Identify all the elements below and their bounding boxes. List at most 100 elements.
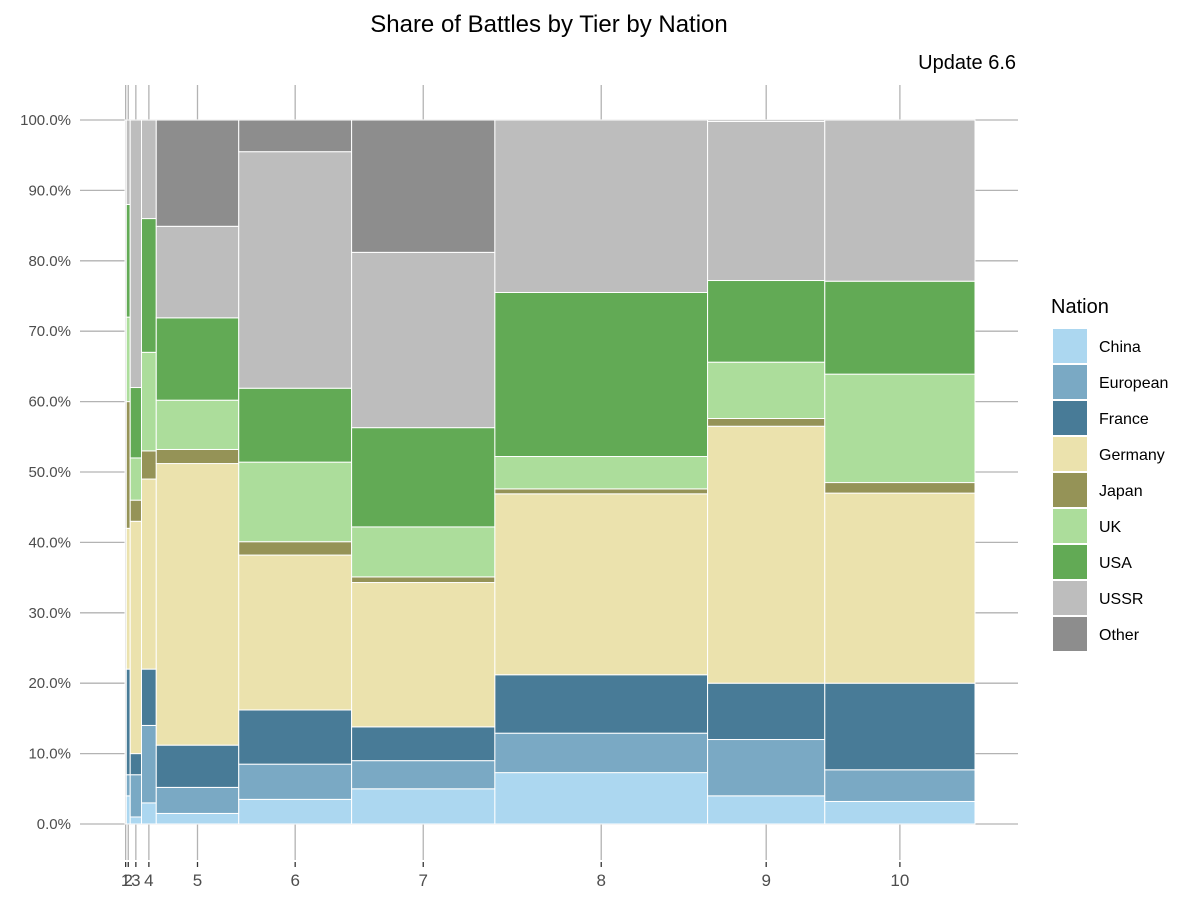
bar-segment-tier-7-european <box>351 760 496 790</box>
chart-title: Share of Battles by Tier by Nation <box>370 11 728 38</box>
bar-segment-tier-2-china <box>125 795 131 825</box>
bar-segment-tier-10-japan <box>824 482 976 494</box>
bar-segment-tier-7-china <box>351 788 496 825</box>
bar-segment-tier-5-uk <box>155 399 240 450</box>
bar-segment-tier-8-france <box>494 674 709 734</box>
legend-label-uk: UK <box>1099 519 1122 536</box>
bar-segment-tier-4-uk <box>140 351 157 452</box>
legend-swatch-usa <box>1053 545 1087 579</box>
legend-label-european: European <box>1099 375 1168 392</box>
bar-segment-tier-3-uk <box>129 457 142 501</box>
y-axis: 0.0% 10.0% 20.0% 30.0% 40.0% 50.0% 60.0% 70.0% 8… <box>20 112 71 833</box>
bar-segment-tier-10-ussr <box>824 119 976 282</box>
bar-segment-tier-3-germany <box>129 520 142 755</box>
y-tick-label: 40.0% <box>28 534 71 551</box>
legend-swatch-china <box>1053 329 1087 363</box>
x-tick-label-8: 8 <box>596 871 605 890</box>
legend-label-other: Other <box>1099 627 1140 644</box>
y-tick-label: 70.0% <box>28 323 71 340</box>
y-tick-label: 90.0% <box>28 182 71 199</box>
bar-segment-tier-6-uk <box>238 461 353 543</box>
bar-segment-tier-2-japan <box>125 401 131 529</box>
bar-segment-tier-4-usa <box>140 218 157 353</box>
legend-swatch-france <box>1053 401 1087 435</box>
bar-segment-tier-3-china <box>129 816 142 825</box>
bar-segment-tier-7-france <box>351 726 496 762</box>
bars <box>124 119 976 825</box>
bar-segment-tier-10-germany <box>824 492 976 684</box>
bar-segment-tier-9-ussr <box>707 120 826 282</box>
legend: Nation China European France Germany Japan UK… <box>1051 296 1168 651</box>
bar-segment-tier-2-ussr <box>125 119 131 205</box>
bar-segment-tier-5-japan <box>155 448 240 465</box>
bar-segment-tier-8-european <box>494 732 709 774</box>
bar-segment-tier-4-japan <box>140 450 157 480</box>
bar-segment-tier-9-european <box>707 739 826 797</box>
legend-label-germany: Germany <box>1099 447 1165 464</box>
y-tick-label: 50.0% <box>28 464 71 481</box>
bar-segment-tier-2-uk <box>125 316 131 403</box>
bar-segment-tier-6-japan <box>238 541 353 556</box>
bar-segment-tier-9-france <box>707 682 826 741</box>
bar-segment-tier-3-japan <box>129 499 142 522</box>
bar-segment-tier-7-germany <box>351 582 496 728</box>
legend-swatch-germany <box>1053 437 1087 471</box>
bar-segment-tier-5-ussr <box>155 225 240 319</box>
bar-segment-tier-5-germany <box>155 463 240 746</box>
bar-segment-tier-6-france <box>238 709 353 765</box>
bar-segment-tier-9-uk <box>707 361 826 419</box>
bar-segment-tier-6-china <box>238 798 353 825</box>
legend-label-japan: Japan <box>1099 483 1143 500</box>
bar-segment-tier-5-other <box>155 119 240 227</box>
bar-segment-tier-6-germany <box>238 554 353 711</box>
bar-segment-tier-3-usa <box>129 387 142 459</box>
legend-label-china: China <box>1099 339 1141 356</box>
bar-segment-tier-6-other <box>238 119 353 153</box>
bar-segment-tier-3-european <box>129 774 142 818</box>
bar-segment-tier-6-ussr <box>238 151 353 389</box>
x-tick-label-5: 5 <box>193 871 202 890</box>
bar-segment-tier-9-china <box>707 795 826 825</box>
legend-swatch-ussr <box>1053 581 1087 615</box>
bar-segment-tier-5-france <box>155 744 240 788</box>
legend-swatch-uk <box>1053 509 1087 543</box>
bar-segment-tier-8-usa <box>494 291 709 458</box>
bar-segment-tier-3-france <box>129 753 142 776</box>
legend-title: Nation <box>1051 296 1109 318</box>
legend-label-france: France <box>1099 411 1149 428</box>
y-tick-label: 10.0% <box>28 746 71 763</box>
x-tick-label-1: 1 <box>121 871 130 890</box>
bar-segment-tier-9-japan <box>707 417 826 427</box>
bar-segment-tier-2-france <box>125 668 131 776</box>
bar-segment-tier-9-germany <box>707 425 826 684</box>
y-tick-label: 20.0% <box>28 675 71 692</box>
bar-segment-tier-2-european <box>125 774 131 797</box>
bar-segment-tier-4-ussr <box>140 119 157 220</box>
bar-segment-tier-10-china <box>824 800 976 825</box>
y-tick-label: 100.0% <box>20 112 71 129</box>
x-tick-label-2: 2 <box>124 871 133 890</box>
x-tick-label-10: 10 <box>890 871 909 890</box>
legend-swatch-other <box>1053 617 1087 651</box>
bar-segment-tier-5-european <box>155 786 240 814</box>
bar-segment-tier-7-other <box>351 119 496 253</box>
bar-segment-tier-4-france <box>140 668 157 726</box>
bar-segment-tier-9-other <box>707 119 826 122</box>
bar-segment-tier-8-germany <box>494 493 709 676</box>
bar-segment-tier-2-germany <box>125 527 131 670</box>
bar-segment-tier-3-ussr <box>129 119 142 389</box>
x-axis: 123 4 5 6 7 8 9 10 <box>121 862 909 890</box>
bar-segment-tier-9-usa <box>707 280 826 363</box>
x-tick-label-6: 6 <box>290 871 299 890</box>
bar-segment-tier-5-usa <box>155 317 240 401</box>
bar-segment-tier-7-usa <box>351 427 496 528</box>
x-tick-label-7: 7 <box>419 871 428 890</box>
legend-label-usa: USA <box>1099 555 1132 572</box>
chart-subtitle: Update 6.6 <box>918 52 1016 74</box>
bar-segment-tier-8-uk <box>494 456 709 490</box>
legend-label-ussr: USSR <box>1099 591 1143 608</box>
y-tick-label: 80.0% <box>28 253 71 270</box>
y-tick-label: 0.0% <box>37 816 71 833</box>
bar-segment-tier-10-european <box>824 769 976 802</box>
